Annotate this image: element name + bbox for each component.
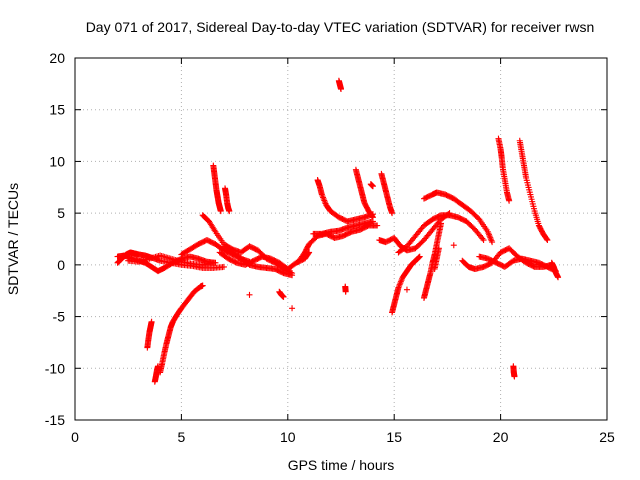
series-band-19-22	[476, 253, 559, 275]
plot-frame	[74, 57, 608, 421]
series-fall-21	[516, 137, 551, 244]
data-point	[374, 222, 381, 229]
data-point	[280, 293, 287, 300]
series-arc-16-19	[420, 189, 496, 246]
data-point	[342, 288, 349, 295]
data-point	[511, 373, 518, 380]
data-point	[435, 245, 442, 252]
data-point	[289, 305, 296, 312]
series-spike-12.4	[335, 77, 344, 93]
y-tick-label: 10	[49, 153, 65, 169]
data-point	[289, 272, 296, 279]
data-point	[199, 282, 206, 289]
chart-title: Day 071 of 2017, Sidereal Day-to-day VTE…	[86, 19, 595, 35]
data-point	[555, 274, 562, 281]
x-axis-label: GPS time / hours	[288, 457, 395, 473]
y-tick-label: 0	[57, 257, 65, 273]
y-tick-label: -5	[53, 309, 66, 325]
data-point	[506, 197, 513, 204]
series-fall-14.5	[378, 170, 396, 217]
y-axis-label: SDTVAR / TECUs	[5, 183, 21, 295]
x-tick-label: 25	[599, 429, 615, 445]
x-tick-label: 10	[280, 429, 296, 445]
axis-ticks: 0 5 10 15 20 25 -15 -10 -5 0 5 10 15 20	[45, 50, 615, 445]
data-point	[416, 253, 423, 260]
data-point	[415, 254, 422, 261]
series-bands-7-10b	[220, 243, 296, 279]
series-rise-4-6	[157, 282, 206, 376]
y-tick-label: 5	[57, 205, 65, 221]
y-tick-label: 20	[49, 50, 65, 66]
series-arc-11.5	[314, 177, 376, 225]
x-tick-label: 20	[493, 429, 509, 445]
series-rise-16.9	[431, 245, 442, 272]
data-point	[246, 291, 253, 298]
data-point	[369, 213, 376, 220]
series-iso-8	[246, 291, 253, 298]
data-point	[210, 259, 217, 266]
x-tick-label: 15	[386, 429, 402, 445]
data-point	[369, 183, 376, 190]
series-rise-15	[389, 253, 423, 316]
data-point	[438, 220, 445, 227]
series-band-15-17	[395, 212, 487, 256]
data-point	[338, 86, 344, 93]
series-tail-22.5	[548, 259, 562, 281]
series-arc-13	[352, 166, 376, 221]
data-point	[489, 239, 496, 246]
series-iso-20.6	[510, 363, 518, 380]
series-iso-10.2	[289, 305, 296, 312]
series-dip-3.5	[144, 318, 155, 351]
y-tick-label: 15	[49, 102, 65, 118]
y-tick-label: -15	[45, 412, 65, 428]
data-point	[403, 286, 410, 293]
data-point	[220, 263, 227, 270]
data-point	[450, 242, 457, 249]
grid-lines	[75, 58, 607, 420]
series-band-11-14	[310, 218, 376, 237]
data-point	[416, 254, 423, 261]
series-spike-6.5	[210, 162, 224, 215]
data-point	[226, 208, 233, 215]
series-fall-20	[495, 135, 513, 204]
series-iso-12.7	[342, 283, 349, 295]
series-dip-3.8	[151, 363, 161, 385]
y-tick-label: -10	[45, 360, 65, 376]
data-point	[369, 214, 376, 221]
data-point	[389, 210, 396, 217]
data-point	[544, 237, 551, 244]
series-iso-14	[367, 181, 376, 190]
series-band-c	[125, 252, 217, 268]
series-iso-17.8	[450, 242, 457, 249]
data-point	[543, 236, 550, 243]
data-point	[148, 318, 155, 325]
series-iso-9.6	[276, 288, 287, 300]
x-tick-label: 5	[178, 429, 186, 445]
x-tick-label: 0	[71, 429, 79, 445]
data-point	[480, 237, 487, 244]
series-iso-15.6	[403, 286, 410, 293]
data-points	[114, 77, 562, 385]
series-spike-7.2	[222, 185, 233, 215]
series-rise-16.4	[420, 220, 445, 301]
data-point	[217, 208, 224, 215]
